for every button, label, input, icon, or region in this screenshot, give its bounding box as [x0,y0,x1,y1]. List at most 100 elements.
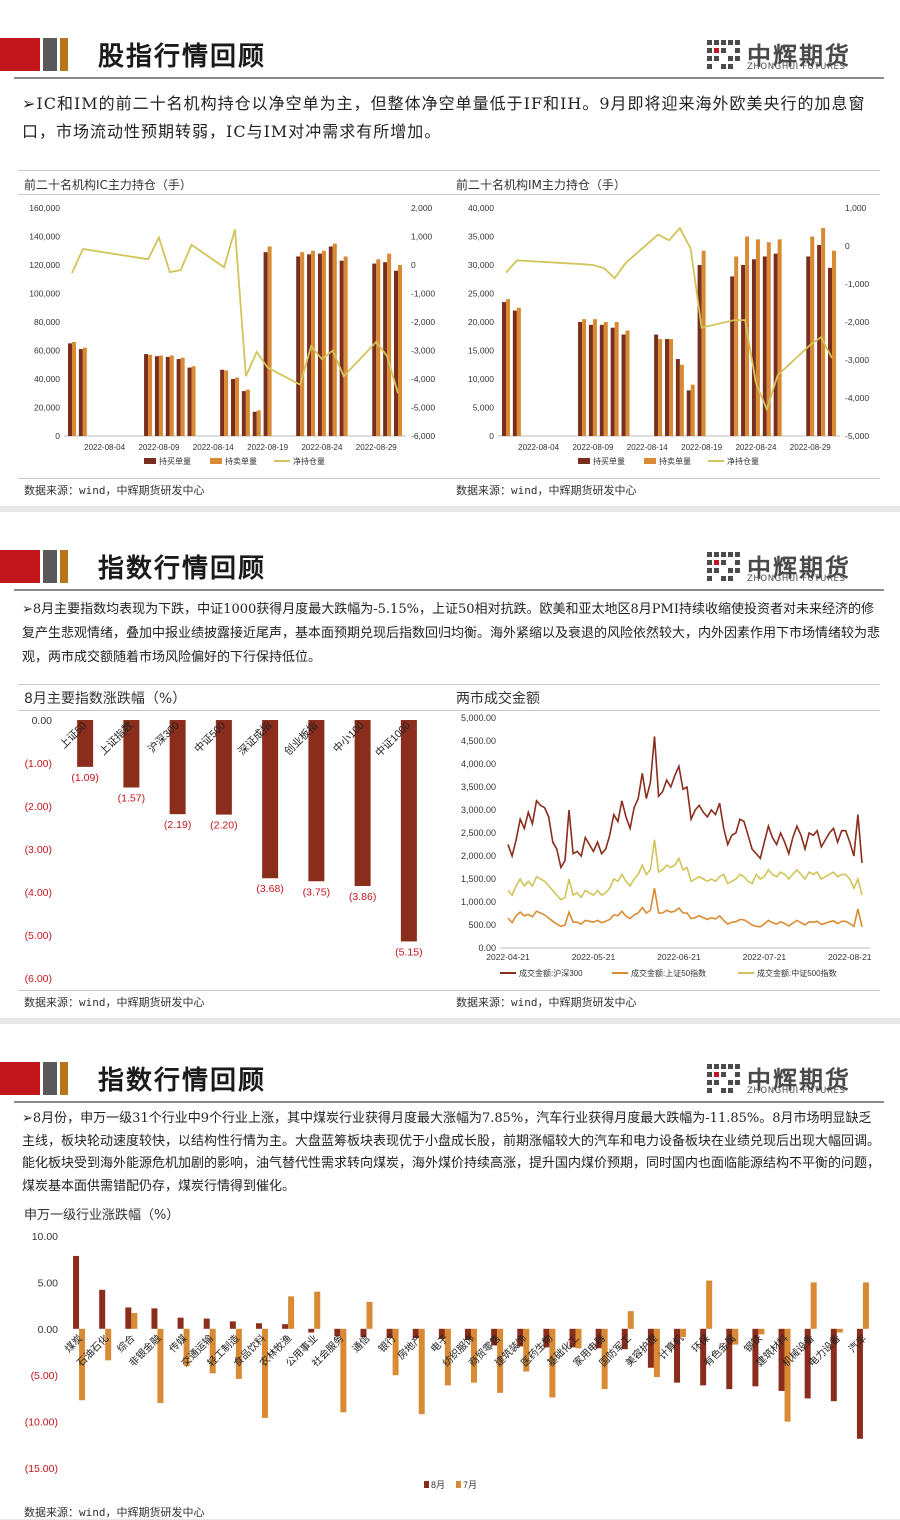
logo-text-en: ZHONGHUI FUTURES [747,1086,846,1096]
bar-sell [766,242,771,436]
turnover-chart-title: 两市成交金额 [456,691,540,707]
bar-aug [151,1308,158,1329]
bar-jul [523,1328,530,1372]
bar-sell [582,319,587,436]
brand-logo: 中辉期货 ZHONGHUI FUTURES [707,1062,867,1098]
bar-aug [700,1328,707,1386]
bar-buy [154,356,159,436]
slide-title: 指数行情回顾 [98,554,267,584]
industry-change-chart: 10.005.000.00(5.00)(10.00)(15.00)煤炭石油石化综… [25,1231,869,1490]
bar-aug [438,1328,445,1340]
legend-label: 成交金额:上证50指数 [631,968,706,978]
bar-jul [706,1280,713,1329]
bar-aug [125,1307,132,1329]
source-note: 数据来源：wind，中辉期货研发中心 [24,1506,205,1519]
bar-aug [99,1289,106,1329]
bar-sell [777,239,782,436]
bar-buy [730,276,735,436]
y-tick-label: (15.00) [25,1463,58,1475]
bar-buy [741,265,746,436]
category-label: 综合 [114,1332,137,1355]
bar-buy [762,256,767,436]
y-tick-label: 3,000.00 [461,805,496,815]
y2-tick-label: -3,000 [845,355,869,365]
y-tick-label: (3.00) [25,844,52,856]
y-tick-label: 5,000 [473,403,495,413]
category-label: 通信 [350,1332,373,1355]
y-tick-label: 3,500.00 [461,782,496,792]
y-tick-label: 2,000.00 [461,851,496,861]
bar-sell [669,339,673,436]
bar-buy [241,391,246,436]
bar-sell [701,250,706,436]
bar-sell [625,330,630,436]
bar-jul [366,1301,373,1329]
bar-sell [169,355,174,436]
y-tick-label: 120,000 [29,260,60,270]
bar-sell [148,354,153,436]
bullet-arrow-icon: ➢ [22,94,37,113]
bar-buy [512,310,517,436]
y-tick-label: 10.00 [32,1231,58,1243]
y-tick-label: 5,000.00 [461,713,496,723]
logo-grid-icon [707,552,740,581]
bar-aug [360,1328,367,1338]
x-tick-label: 2022-08-04 [84,443,125,452]
legend-label: 净持仓量 [293,456,325,466]
bar-jul [601,1328,608,1390]
bar-jul [314,1291,321,1329]
bar-sell [832,250,836,436]
bar-aug [282,1324,289,1329]
y2-tick-label: 1,000 [411,232,433,242]
y-tick-label: (5.00) [31,1370,58,1382]
legend-label: 成交金额:沪深300 [519,968,583,978]
bar-jul [131,1313,138,1329]
bar-sell [376,259,381,436]
x-tick-label: 2022-08-29 [356,443,397,452]
im-chart-title: 前二十名机构IM主力持仓（手） [456,178,626,192]
y-tick-label: 0.00 [478,943,496,953]
header-divider [14,77,884,79]
y2-tick-label: -1,000 [845,279,869,289]
y-tick-label: 0 [55,431,60,441]
slide-header: 股指行情回顾 中辉期货 ZHONGHUI FUTURES [0,0,900,79]
ic-chart-title: 前二十名机构IC主力持仓（手） [24,178,192,192]
bar-buy [665,339,669,436]
bar-aug [465,1328,471,1340]
bar-buy [339,260,344,436]
bar-sell [821,227,826,436]
legend-label: 持买单量 [593,456,625,466]
index-bar [123,720,140,788]
bar-sell [245,389,250,436]
x-tick-label: 2022-08-14 [627,443,668,452]
x-tick-label: 2022-04-21 [486,952,530,962]
legend-label: 成交金额:中证500指数 [757,968,837,978]
bar-buy [252,411,257,436]
y-tick-label: 100,000 [29,289,60,299]
index-bar [215,720,232,815]
header-divider [14,589,884,591]
bar-sell [180,357,185,436]
bar-buy [187,367,192,436]
bar-buy [621,334,626,436]
bar-buy [686,390,691,436]
bar-aug [830,1328,837,1402]
y-tick-label: 4,500.00 [461,736,496,746]
x-tick-label: 2022-08-04 [518,443,559,452]
bar-buy [68,343,72,436]
bar-sell [332,243,337,436]
legend-label: 持卖单量 [659,456,691,466]
bar-buy [588,324,593,436]
logo-text-cn: 中辉期货 [747,1066,851,1094]
legend-swatch [644,458,656,464]
y-tick-label: (2.00) [25,801,52,813]
y-tick-label: 30,000 [468,260,494,270]
bar-aug [229,1321,236,1329]
x-tick-label: 2022-08-24 [735,443,776,452]
bar-sell [256,410,261,436]
series-line [507,888,863,928]
brand-logo: 中辉期货 ZHONGHUI FUTURES [707,38,867,74]
legend-label: 净持仓量 [727,456,759,466]
logo-text-cn: 中辉期货 [747,554,851,582]
y-tick-label: 10,000 [468,374,494,384]
